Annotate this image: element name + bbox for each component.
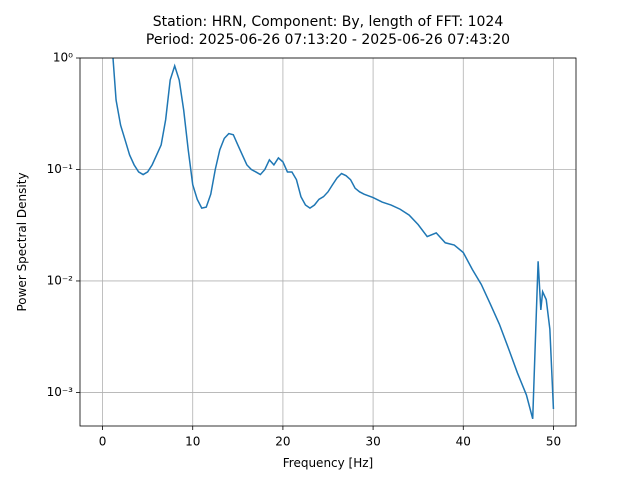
x-tick-label: 40: [456, 435, 471, 449]
chart-title: Station: HRN, Component: By, length of F…: [153, 14, 504, 30]
y-tick-label: 10⁰: [53, 51, 73, 65]
y-axis-label: Power Spectral Density: [15, 172, 29, 311]
y-tick-label: 10⁻¹: [47, 162, 74, 176]
y-tick-label: 10⁻²: [47, 273, 74, 287]
x-axis-label: Frequency [Hz]: [283, 456, 374, 470]
y-tick-label: 10⁻³: [47, 385, 74, 399]
data-line: [112, 58, 555, 420]
x-tick-label: 0: [99, 435, 107, 449]
x-tick-label: 50: [546, 435, 561, 449]
x-tick-label: 10: [185, 435, 200, 449]
plot-frame: [79, 57, 577, 427]
x-tick-label: 20: [275, 435, 290, 449]
chart-subtitle: Period: 2025-06-26 07:13:20 - 2025-06-26…: [146, 32, 510, 48]
x-tick-label: 30: [365, 435, 380, 449]
